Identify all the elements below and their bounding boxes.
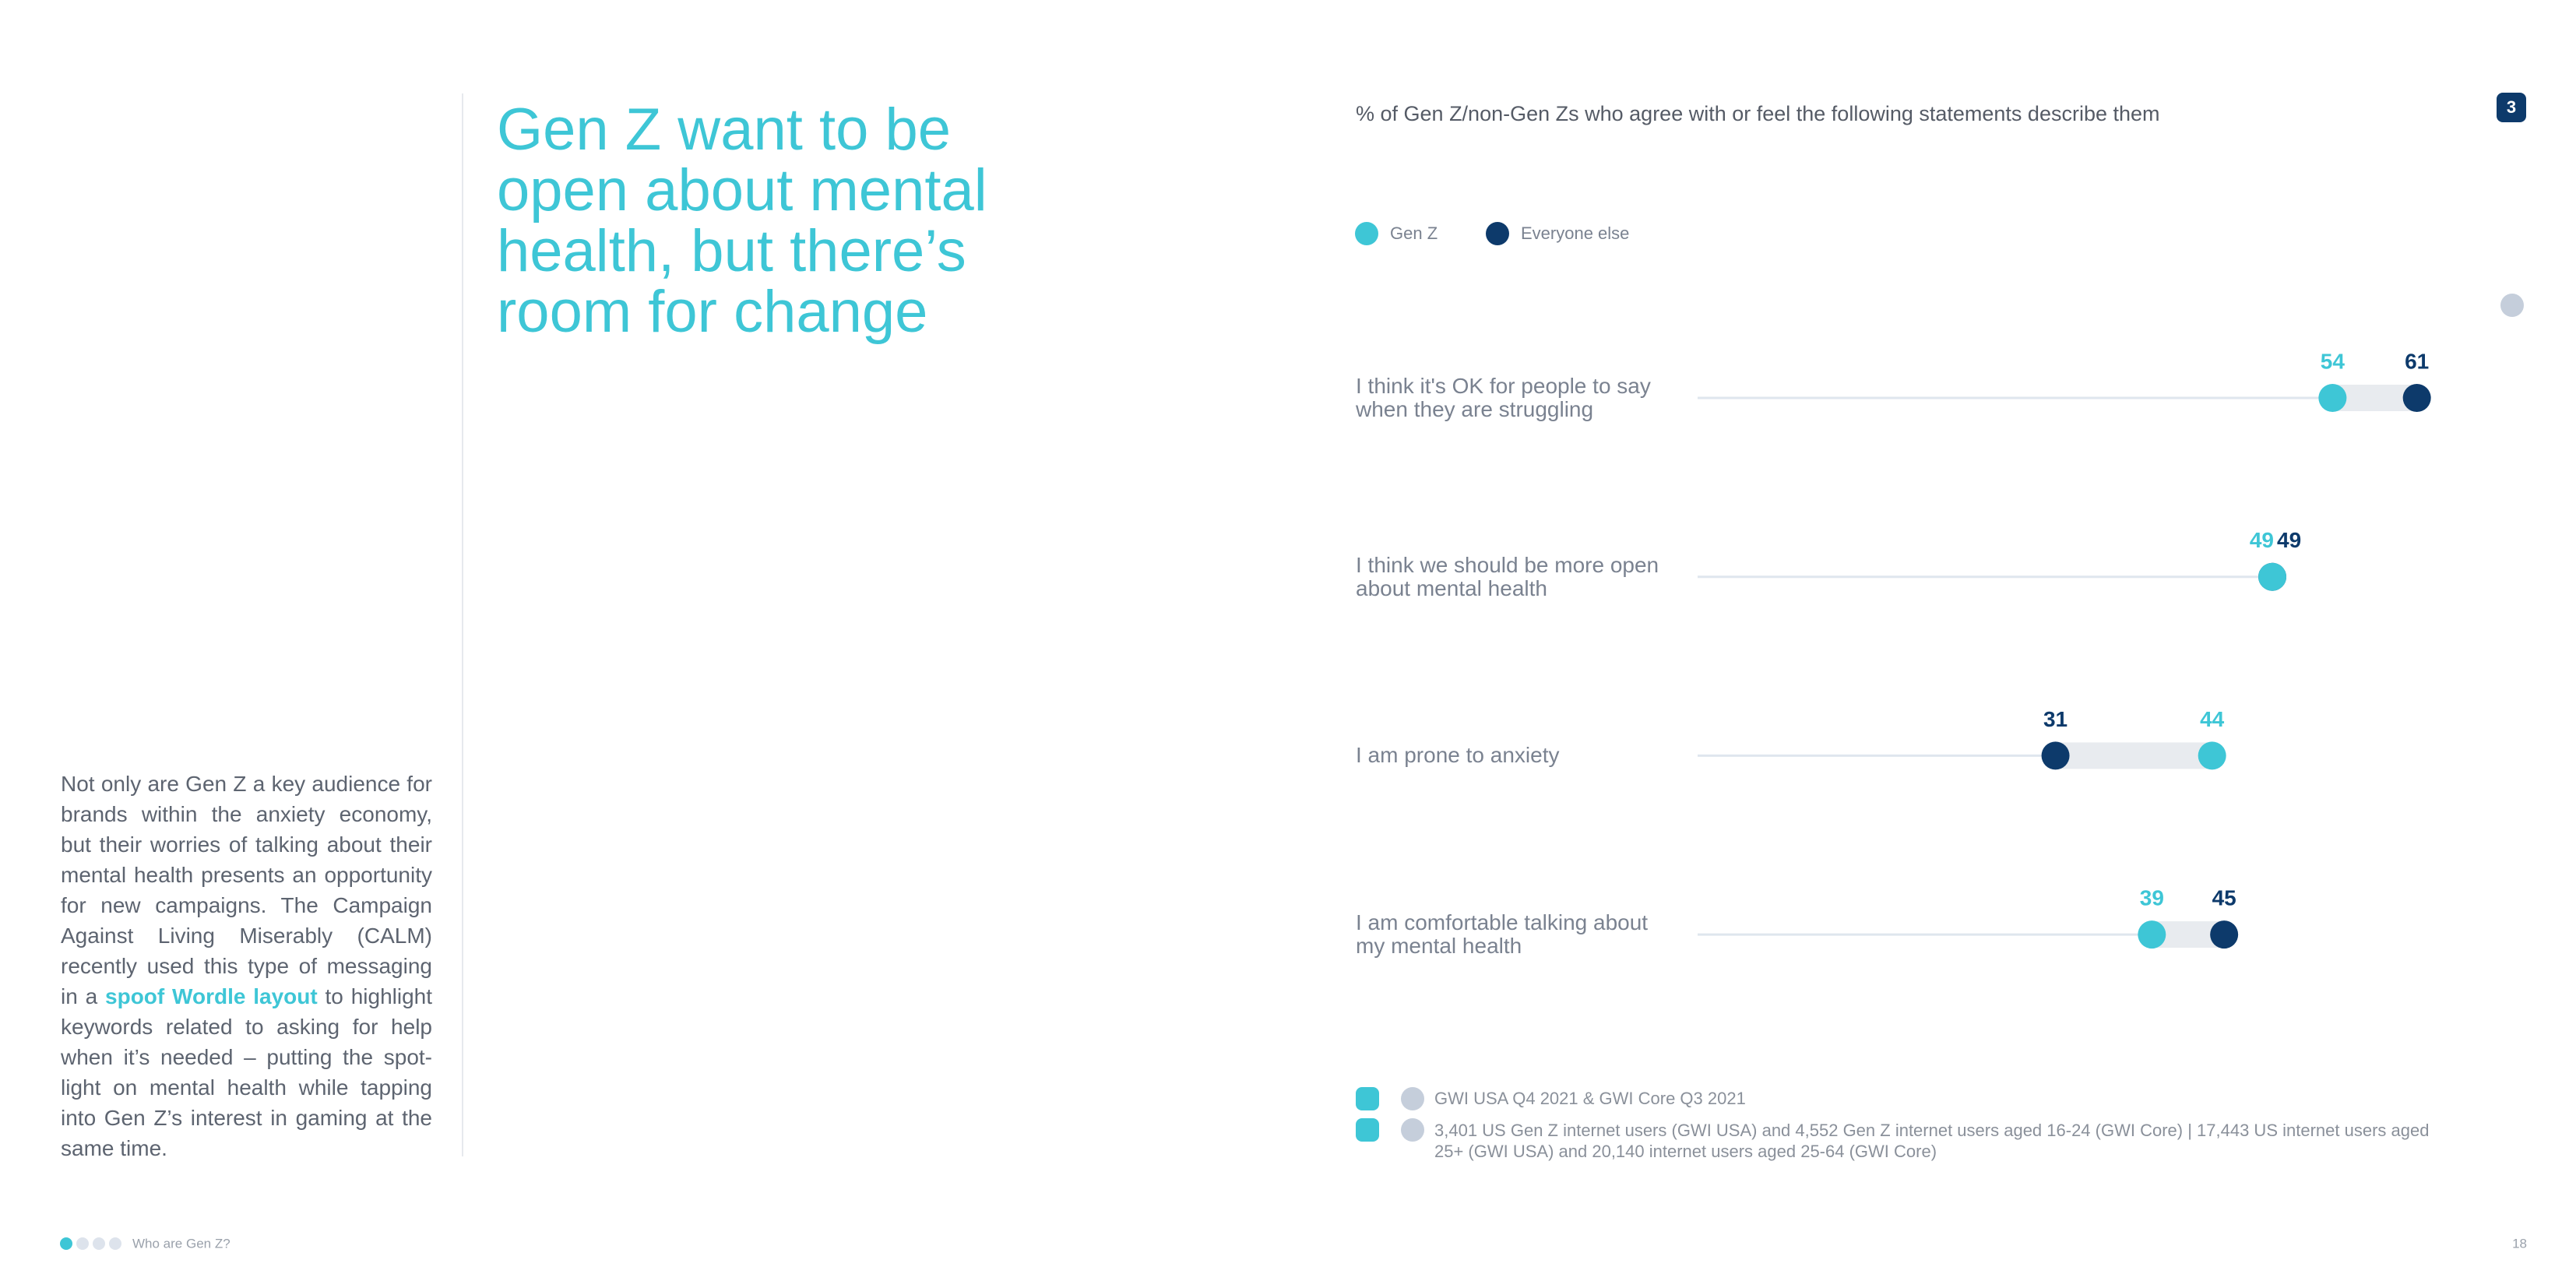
value-label: 54 [2321, 349, 2345, 373]
dot [2198, 741, 2226, 770]
source-icon [1401, 1087, 1424, 1110]
legend-swatch [1486, 222, 1509, 245]
link[interactable]: spoof Wordle layout [105, 984, 318, 1008]
headline: Gen Z want to be open about mental health,… [497, 100, 987, 343]
value-label: 49 [2250, 528, 2274, 552]
progress-dot [76, 1237, 89, 1250]
source-icon [1356, 1087, 1379, 1110]
headline-line: open about mental [497, 157, 987, 223]
chart-subtitle: % of Gen Z/non-Gen Zs who agree with or … [1356, 102, 2160, 125]
value-label: 45 [2212, 885, 2236, 910]
progress-dot [109, 1237, 121, 1250]
body-text: Not only are Gen Z a key audience for br… [61, 772, 432, 1008]
gap-band [2055, 742, 2212, 769]
headline-line: health, but there’s [497, 218, 966, 284]
value-label: 49 [2277, 528, 2301, 552]
sample-icon [1356, 1118, 1379, 1142]
dot [2258, 562, 2287, 591]
value-label: 61 [2405, 349, 2429, 373]
value-label: 31 [2043, 707, 2067, 731]
dot [2210, 920, 2239, 949]
source: GWI USA Q4 2021 & GWI Core Q3 2021 [1434, 1089, 1746, 1108]
footer-section: Who are Gen Z? [132, 1236, 231, 1251]
headline-line: Gen Z want to be [497, 97, 951, 163]
dot [2402, 384, 2431, 412]
badge-number: 3 [2507, 97, 2516, 117]
legend-label: Everyone else [1521, 223, 1630, 243]
row-label: I am prone to anxiety [1356, 743, 1560, 768]
gap-band [2332, 385, 2417, 411]
body-text: Not only are Gen Z a key audience for br… [61, 769, 432, 1163]
dot [2138, 920, 2166, 949]
progress-dot [93, 1237, 105, 1250]
progress-dot [60, 1237, 72, 1250]
value-label: 39 [2140, 885, 2164, 910]
page-number: 18 [2512, 1236, 2527, 1251]
legend-swatch [1355, 222, 1378, 245]
badge [2497, 93, 2526, 122]
dot [2041, 741, 2070, 770]
comment-icon [2500, 294, 2524, 317]
sample: 3,401 US Gen Z internet users (GWI USA) … [1434, 1121, 2430, 1161]
headline-line: room for change [497, 279, 928, 345]
row-label: I am comfortable talking about my mental… [1356, 910, 1649, 959]
row-label: I think we should be more open about men… [1356, 552, 1659, 600]
sample-icon [1401, 1118, 1424, 1142]
legend-label: Gen Z [1390, 223, 1438, 243]
dot [2318, 384, 2347, 412]
row-label: I think it's OK for people to say when t… [1356, 374, 1651, 421]
value-label: 44 [2200, 707, 2225, 731]
body-text: to highlight keywords related to asking … [61, 984, 433, 1160]
